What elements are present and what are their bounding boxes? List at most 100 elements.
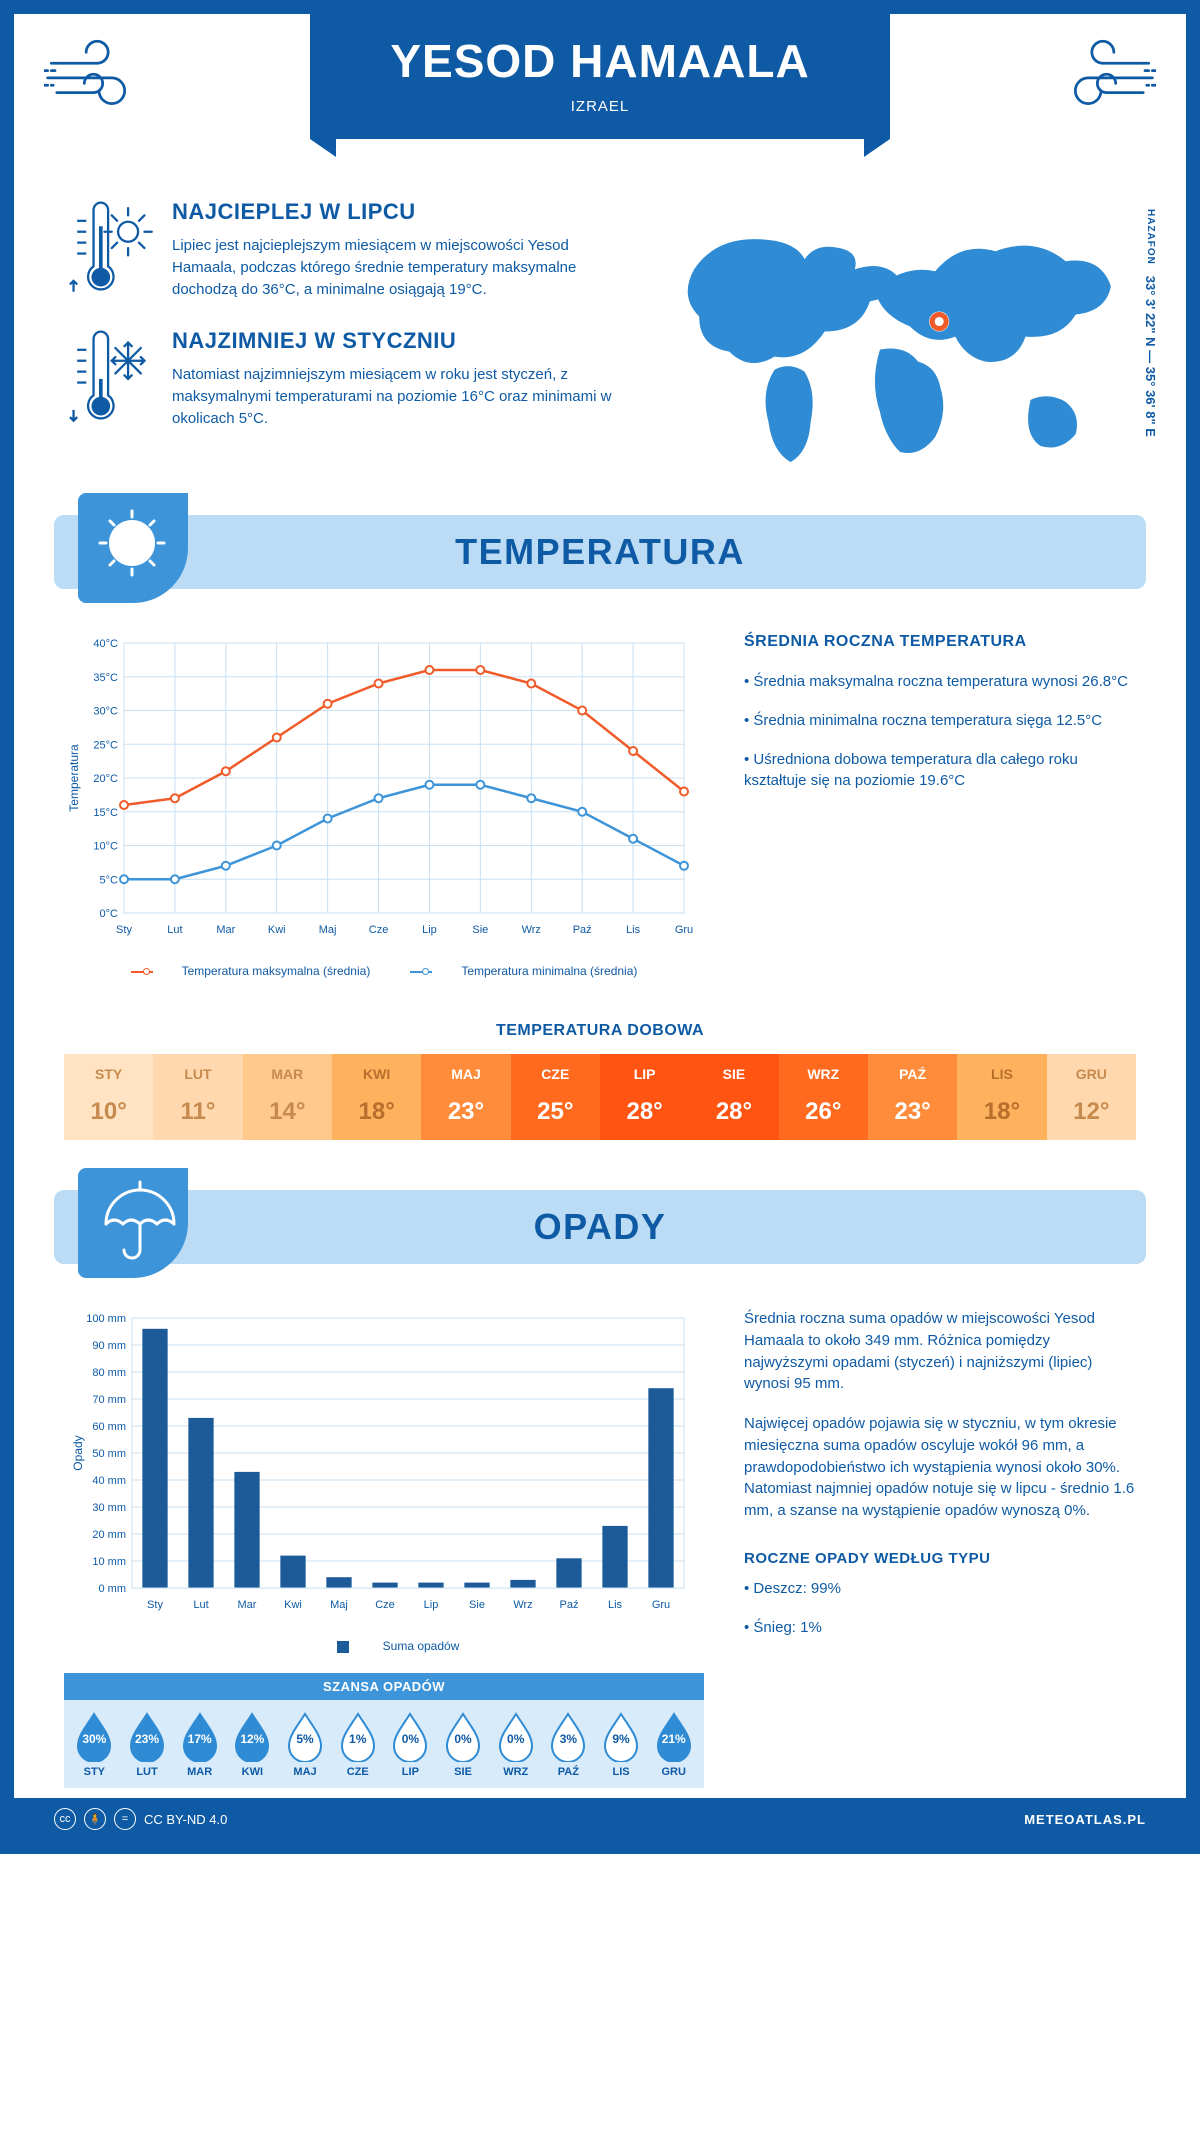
header: YESOD HAMAALA IZRAEL (14, 14, 1186, 169)
precip-type-title: ROCZNE OPADY WEDŁUG TYPU (744, 1548, 1136, 1570)
raindrop-icon: 5% (284, 1710, 326, 1762)
wind-icon-right (1046, 32, 1156, 122)
precip-title: OPADY (54, 1206, 1146, 1248)
chance-cell: 3% PAŹ (542, 1710, 595, 1778)
svg-text:40 mm: 40 mm (92, 1475, 126, 1487)
svg-text:10°C: 10°C (93, 841, 118, 853)
svg-text:Gru: Gru (652, 1599, 670, 1611)
precip-text: Średnia roczna suma opadów w miejscowośc… (744, 1308, 1136, 1788)
chance-title: SZANSA OPADÓW (64, 1673, 704, 1700)
cold-title: NAJZIMNIEJ W STYCZNIU (172, 328, 624, 354)
precip-chart: 0 mm10 mm20 mm30 mm40 mm50 mm60 mm70 mm8… (64, 1308, 704, 1628)
temperature-content: 0°C5°C10°C15°C20°C25°C30°C35°C40°CStyLut… (14, 589, 1186, 1006)
daily-temp-cell: MAR14° (243, 1054, 332, 1140)
thermometer-cold-icon (64, 328, 154, 428)
svg-text:80 mm: 80 mm (92, 1367, 126, 1379)
warm-title: NAJCIEPLEJ W LIPCU (172, 199, 624, 225)
location-country: IZRAEL (370, 98, 830, 115)
temperature-banner: TEMPERATURA (54, 515, 1146, 589)
svg-text:Temperatura: Temperatura (67, 744, 81, 812)
warm-block: NAJCIEPLEJ W LIPCU Lipiec jest najcieple… (64, 199, 624, 300)
temperature-title: TEMPERATURA (54, 531, 1146, 573)
svg-text:20 mm: 20 mm (92, 1529, 126, 1541)
daily-temp-cell: KWI18° (332, 1054, 421, 1140)
daily-temp-cell: LUT11° (153, 1054, 242, 1140)
location-title: YESOD HAMAALA (370, 34, 830, 88)
world-map: HAZAFON 33° 3' 22" N — 35° 36' 8" E (654, 199, 1136, 485)
daily-temp-cell: WRZ26° (779, 1054, 868, 1140)
svg-text:Sie: Sie (472, 924, 488, 936)
chance-cell: 23% LUT (121, 1710, 174, 1778)
svg-text:30°C: 30°C (93, 706, 118, 718)
svg-text:Kwi: Kwi (268, 924, 286, 936)
daily-temp-cell: SIE28° (689, 1054, 778, 1140)
coordinates: HAZAFON 33° 3' 22" N — 35° 36' 8" E (1143, 209, 1158, 437)
cold-block: NAJZIMNIEJ W STYCZNIU Natomiast najzimni… (64, 328, 624, 429)
svg-text:40°C: 40°C (93, 638, 118, 650)
svg-text:0°C: 0°C (100, 908, 119, 920)
raindrop-icon: 23% (126, 1710, 168, 1762)
svg-text:Cze: Cze (375, 1599, 395, 1611)
raindrop-icon: 30% (73, 1710, 115, 1762)
nd-icon: = (114, 1808, 136, 1830)
temp-summary: ŚREDNIA ROCZNA TEMPERATURA • Średnia mak… (744, 633, 1136, 978)
precip-p2: Najwięcej opadów pojawia się w styczniu,… (744, 1413, 1136, 1522)
svg-text:Wrz: Wrz (522, 924, 541, 936)
raindrop-icon: 1% (337, 1710, 379, 1762)
raindrop-icon: 12% (231, 1710, 273, 1762)
daily-temp-cell: GRU12° (1047, 1054, 1136, 1140)
svg-text:0 mm: 0 mm (99, 1583, 127, 1595)
info-text-col: NAJCIEPLEJ W LIPCU Lipiec jest najcieple… (64, 199, 624, 485)
daily-temp-strip: STY10°LUT11°MAR14°KWI18°MAJ23°CZE25°LIP2… (64, 1054, 1136, 1140)
svg-text:Lip: Lip (422, 924, 437, 936)
raindrop-icon: 0% (442, 1710, 484, 1762)
site-name: METEOATLAS.PL (1024, 1812, 1146, 1827)
precip-content: 0 mm10 mm20 mm30 mm40 mm50 mm60 mm70 mm8… (14, 1264, 1186, 1798)
svg-text:Sty: Sty (147, 1599, 163, 1611)
svg-text:Sty: Sty (116, 924, 132, 936)
chance-cell: 5% MAJ (279, 1710, 332, 1778)
page: YESOD HAMAALA IZRAEL (0, 0, 1200, 1854)
warm-text: Lipiec jest najcieplejszym miesiącem w m… (172, 235, 624, 300)
precip-banner: OPADY (54, 1190, 1146, 1264)
svg-text:25°C: 25°C (93, 739, 118, 751)
svg-text:Cze: Cze (369, 924, 389, 936)
precip-legend: Suma opadów (64, 1639, 704, 1653)
umbrella-badge-icon (78, 1168, 188, 1278)
title-banner: YESOD HAMAALA IZRAEL (310, 14, 890, 139)
chance-cell: 0% SIE (437, 1710, 490, 1778)
thermometer-hot-icon (64, 199, 154, 299)
raindrop-icon: 9% (600, 1710, 642, 1762)
raindrop-icon: 21% (653, 1710, 695, 1762)
daily-temp-title: TEMPERATURA DOBOWA (14, 1022, 1186, 1040)
temperature-chart: 0°C5°C10°C15°C20°C25°C30°C35°C40°CStyLut… (64, 633, 704, 978)
svg-text:10 mm: 10 mm (92, 1556, 126, 1568)
chance-cell: 9% LIS (595, 1710, 648, 1778)
temp-legend: Temperatura maksymalna (średnia) Tempera… (64, 964, 704, 978)
svg-text:Lis: Lis (608, 1599, 623, 1611)
daily-temp-cell: STY10° (64, 1054, 153, 1140)
chance-cell: 17% MAR (173, 1710, 226, 1778)
svg-text:Lip: Lip (424, 1599, 439, 1611)
chance-cell: 0% LIP (384, 1710, 437, 1778)
raindrop-icon: 17% (179, 1710, 221, 1762)
svg-text:15°C: 15°C (93, 807, 118, 819)
svg-text:Opady: Opady (71, 1435, 85, 1470)
daily-temp-cell: LIP28° (600, 1054, 689, 1140)
cc-icon: cc (54, 1808, 76, 1830)
wind-icon-left (44, 32, 154, 122)
chance-cell: 1% CZE (331, 1710, 384, 1778)
footer: cc 🧍 = CC BY-ND 4.0 METEOATLAS.PL (14, 1798, 1186, 1840)
chance-box: SZANSA OPADÓW 30% STY 23% LUT 17% MAR 12… (64, 1673, 704, 1788)
svg-text:Lis: Lis (626, 924, 641, 936)
svg-text:Wrz: Wrz (513, 1599, 532, 1611)
raindrop-icon: 0% (389, 1710, 431, 1762)
chance-cell: 21% GRU (647, 1710, 700, 1778)
sun-badge-icon (78, 493, 188, 603)
daily-temp-cell: LIS18° (957, 1054, 1046, 1140)
svg-text:90 mm: 90 mm (92, 1340, 126, 1352)
precip-p1: Średnia roczna suma opadów w miejscowośc… (744, 1308, 1136, 1395)
svg-text:35°C: 35°C (93, 672, 118, 684)
temp-bullet: • Uśredniona dobowa temperatura dla całe… (744, 749, 1136, 791)
license: cc 🧍 = CC BY-ND 4.0 (54, 1808, 227, 1830)
